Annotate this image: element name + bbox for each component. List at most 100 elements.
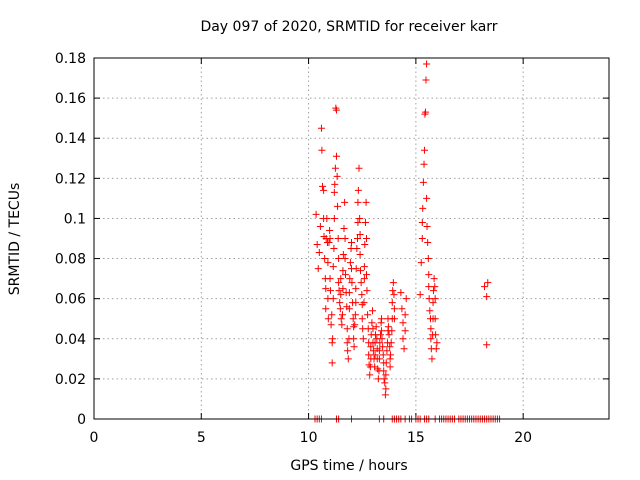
data-point	[354, 218, 362, 226]
data-point	[318, 146, 326, 154]
data-point	[336, 299, 344, 307]
data-point	[369, 347, 377, 355]
data-point	[424, 239, 432, 247]
data-point	[430, 275, 438, 283]
data-point	[320, 186, 328, 194]
points-layer	[311, 60, 504, 423]
data-point	[424, 255, 432, 263]
data-point	[338, 321, 346, 329]
data-point	[346, 275, 354, 283]
data-point	[369, 307, 377, 315]
data-point	[335, 287, 343, 295]
data-point	[358, 291, 366, 299]
data-point	[425, 295, 433, 303]
data-point	[399, 319, 407, 327]
data-point	[425, 283, 433, 291]
data-point	[351, 321, 359, 329]
data-point	[418, 235, 426, 242]
data-point	[331, 180, 339, 188]
data-point	[378, 315, 386, 323]
data-point	[329, 263, 337, 271]
data-point	[420, 146, 428, 154]
data-point	[381, 379, 389, 387]
data-point	[360, 299, 368, 307]
data-point	[382, 371, 390, 379]
data-point	[418, 218, 426, 226]
data-point	[387, 351, 395, 359]
data-point	[341, 198, 349, 206]
data-point	[326, 235, 334, 242]
data-point	[378, 335, 386, 343]
data-point	[483, 293, 491, 301]
data-point	[345, 305, 353, 313]
data-point	[324, 315, 332, 323]
data-point	[341, 271, 349, 279]
data-point	[390, 315, 398, 323]
data-point	[432, 345, 440, 353]
data-point	[354, 186, 362, 194]
data-point	[339, 285, 347, 293]
data-point	[317, 124, 325, 132]
data-point	[387, 339, 395, 347]
x-tick-label: 10	[300, 430, 318, 446]
data-point	[371, 351, 379, 359]
data-point	[313, 241, 321, 249]
data-point	[427, 335, 435, 343]
data-point	[379, 343, 387, 351]
data-point	[352, 299, 360, 307]
data-point	[426, 307, 434, 315]
data-point	[419, 204, 427, 212]
tick-layer: 0 0.02 0.04 0.06 0.08 0.1 0.12 0.14 0.16 0.18 0 5 10…	[55, 51, 609, 446]
x-tick-label: 15	[407, 430, 425, 446]
data-point	[364, 311, 372, 319]
data-point	[314, 265, 322, 273]
data-point	[335, 255, 343, 263]
data-point	[337, 275, 345, 283]
data-point	[352, 265, 360, 273]
data-point	[360, 275, 368, 283]
data-point	[365, 351, 373, 359]
data-point	[363, 235, 371, 242]
data-point	[348, 239, 355, 247]
data-point	[483, 341, 491, 349]
data-point	[344, 347, 352, 355]
data-point	[351, 311, 359, 319]
data-point	[382, 385, 390, 393]
data-point	[344, 355, 352, 363]
data-point	[390, 291, 398, 299]
data-point	[385, 331, 393, 339]
data-point	[376, 339, 384, 347]
data-point	[326, 275, 334, 283]
data-point	[326, 226, 334, 234]
data-point	[356, 251, 364, 259]
data-point	[375, 355, 383, 363]
data-point	[337, 315, 345, 323]
data-point	[398, 305, 406, 313]
data-point	[330, 245, 338, 253]
data-point	[345, 289, 353, 297]
x-tick-label: 20	[514, 430, 532, 446]
data-point	[340, 224, 348, 232]
data-point	[383, 347, 391, 355]
data-point	[350, 343, 358, 351]
data-point	[431, 315, 439, 323]
data-point	[433, 339, 441, 347]
y-tick-label: 0.18	[55, 51, 86, 67]
data-point	[332, 152, 340, 160]
data-point	[325, 239, 333, 247]
data-point	[331, 164, 339, 172]
data-point	[386, 343, 394, 351]
data-point	[352, 285, 360, 293]
data-point	[481, 283, 489, 291]
data-point	[427, 325, 435, 333]
data-point	[350, 335, 358, 343]
y-tick-label: 0.08	[55, 252, 86, 268]
data-point	[363, 271, 371, 279]
data-point	[386, 363, 394, 371]
data-point	[379, 351, 387, 359]
data-point	[425, 271, 433, 279]
data-point	[323, 214, 331, 222]
data-point	[354, 198, 362, 206]
data-point	[382, 359, 390, 367]
data-point	[378, 327, 386, 335]
